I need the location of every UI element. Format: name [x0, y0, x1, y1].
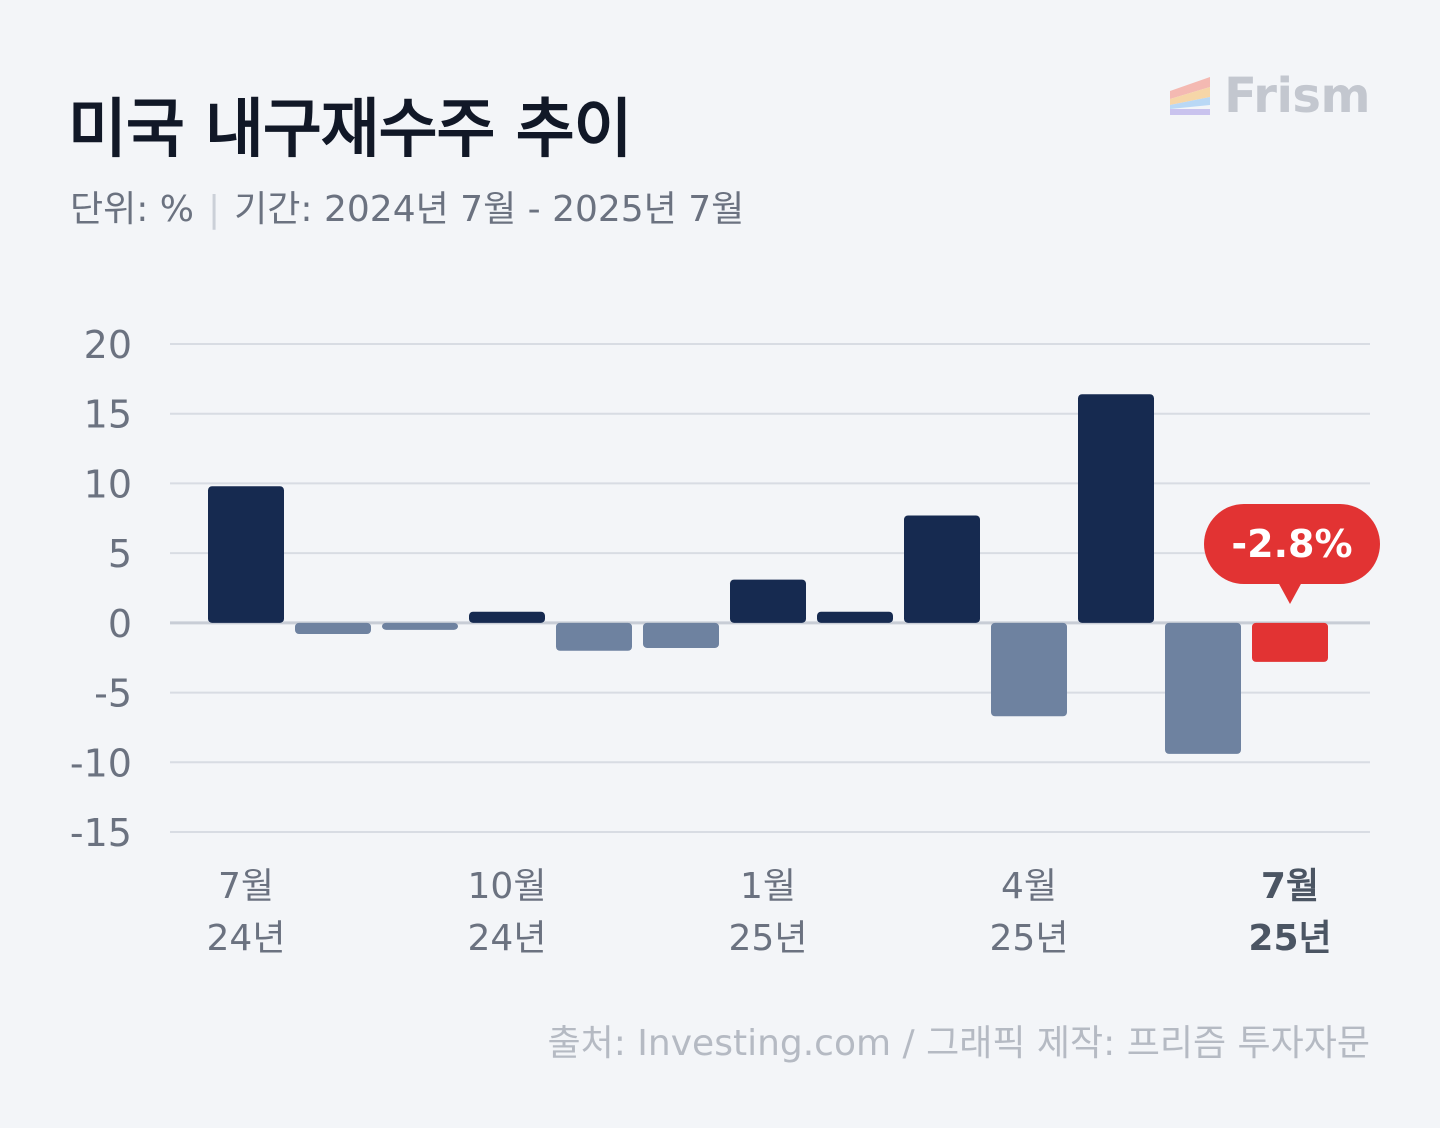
y-tick-label: -5 [94, 672, 132, 716]
source-note: 출처: Investing.com / 그래픽 제작: 프리즘 투자자문 [547, 1023, 1371, 1064]
bar [643, 622, 719, 648]
y-tick-label: 5 [108, 532, 132, 576]
x-tick-month: 10월 [468, 866, 547, 907]
logo-text: Frism [1224, 68, 1370, 124]
x-tick-month: 7월 [1261, 866, 1319, 907]
callout-label: -2.8% [1231, 522, 1352, 566]
y-tick-label: 20 [84, 323, 132, 367]
bar [1165, 622, 1241, 754]
x-tick-month: 7월 [218, 866, 274, 907]
bar [295, 622, 371, 635]
y-tick-label: 0 [108, 602, 132, 646]
bar [469, 611, 545, 623]
bar [730, 579, 806, 623]
bar [991, 622, 1067, 717]
chart-subtitle: 단위: % | 기간: 2024년 7월 - 2025년 7월 [70, 180, 744, 232]
x-tick-year: 25년 [990, 918, 1069, 959]
frism-logo: Frism [1170, 68, 1370, 124]
y-tick-label: 15 [84, 393, 132, 437]
bar [817, 611, 893, 623]
bar [1078, 394, 1154, 623]
y-tick-label: -10 [70, 741, 132, 785]
bar [1252, 622, 1328, 662]
unit-label: 단위: % [70, 189, 195, 230]
x-tick-month: 1월 [740, 866, 796, 907]
x-tick-year: 25년 [1248, 918, 1331, 959]
period-label: 기간: 2024년 7월 - 2025년 7월 [234, 189, 745, 230]
y-tick-label: 10 [84, 462, 132, 506]
bar [904, 515, 980, 623]
x-tick-month: 4월 [1001, 866, 1057, 907]
bar [382, 622, 458, 630]
callout-bubble [1204, 504, 1380, 584]
y-tick-label: -15 [70, 811, 132, 855]
callout-pointer [1278, 582, 1302, 604]
subtitle-separator: | [208, 189, 221, 230]
bar-chart: 20 15 10 5 0 -5 -10 -15 7월 24년 10월 24년 1월 25년 4월 25년 7월 2… [70, 323, 1380, 959]
bar [556, 622, 632, 651]
x-tick-year: 24년 [207, 918, 286, 959]
x-tick-year: 25년 [729, 918, 808, 959]
bar [208, 486, 284, 623]
x-tick-year: 24년 [468, 918, 547, 959]
page-title: 미국 내구재수주 추이 [68, 93, 632, 167]
frism-logo-icon [1170, 77, 1211, 115]
